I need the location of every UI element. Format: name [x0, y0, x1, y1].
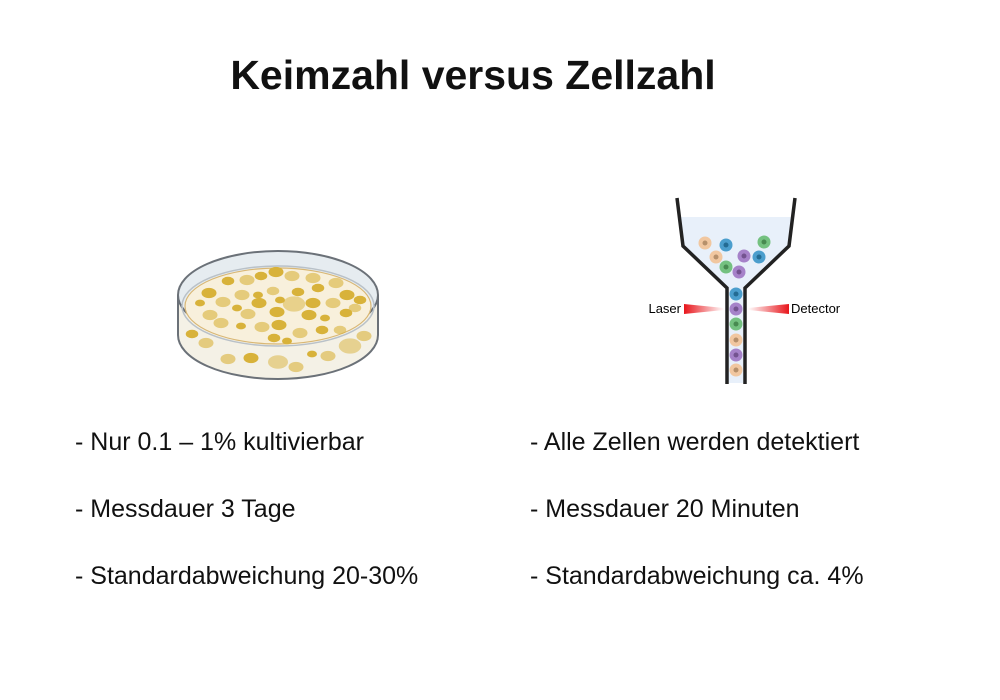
colony — [292, 327, 308, 339]
colony — [320, 314, 330, 322]
flow-cytometer-icon: Laser Detector — [648, 197, 841, 384]
colony — [305, 297, 321, 309]
colony — [198, 337, 214, 349]
petri-dish-icon — [177, 250, 379, 380]
cell-nucleus — [733, 306, 739, 312]
colony — [253, 291, 263, 299]
colony — [333, 325, 347, 335]
colony — [311, 283, 325, 293]
colony — [282, 337, 292, 345]
cell-nucleus — [723, 264, 729, 270]
colony — [288, 361, 304, 373]
colony — [339, 289, 355, 301]
colony — [315, 325, 329, 335]
cell-nucleus — [702, 240, 708, 246]
left-bullet-2: - Messdauer 3 Tage — [75, 495, 296, 523]
colony — [267, 333, 281, 343]
colony — [282, 296, 306, 312]
cell-nucleus — [761, 239, 767, 245]
cell-nucleus — [733, 352, 739, 358]
colony — [266, 286, 280, 296]
colony — [232, 304, 242, 312]
colony — [338, 338, 362, 354]
right-bullet-1: - Alle Zellen werden detektiert — [530, 428, 860, 456]
colony — [348, 303, 362, 313]
cell-nucleus — [733, 291, 739, 297]
colony — [239, 274, 255, 286]
colony — [221, 276, 235, 286]
cell-nucleus — [756, 254, 762, 260]
colony — [215, 296, 231, 308]
colony — [339, 308, 353, 318]
colony — [353, 295, 367, 305]
colony — [284, 270, 300, 282]
colony — [201, 287, 217, 299]
page-title: Keimzahl versus Zellzahl — [230, 52, 716, 98]
colony — [301, 309, 317, 321]
colony — [220, 353, 236, 365]
colony — [195, 299, 205, 307]
colony — [356, 330, 372, 342]
cell-nucleus — [713, 254, 719, 260]
colony — [291, 287, 305, 297]
colony — [325, 297, 341, 309]
colony — [275, 296, 285, 304]
right-bullet-3: - Standardabweichung ca. 4% — [530, 562, 864, 590]
laser-beam-icon — [684, 304, 724, 314]
colony — [269, 306, 285, 318]
colony — [254, 321, 270, 333]
colony — [307, 350, 317, 358]
colony — [185, 329, 199, 339]
cell-nucleus — [741, 253, 747, 259]
colony — [236, 322, 246, 330]
left-bullet-3: - Standardabweichung 20-30% — [75, 562, 419, 590]
colony — [213, 317, 229, 329]
cell-nucleus — [733, 367, 739, 373]
cell-nucleus — [733, 337, 739, 343]
left-bullet-1: - Nur 0.1 – 1% kultivierbar — [75, 428, 365, 456]
colony — [243, 352, 259, 364]
colony — [328, 277, 344, 289]
cell-nucleus — [736, 269, 742, 275]
cell-nucleus — [733, 321, 739, 327]
cell-nucleus — [723, 242, 729, 248]
detector-beam-icon — [748, 304, 789, 314]
colony — [251, 297, 267, 309]
colony — [234, 289, 250, 301]
detector-label: Detector — [791, 301, 841, 316]
colony — [271, 319, 287, 331]
colony — [240, 308, 256, 320]
right-bullet-2: - Messdauer 20 Minuten — [530, 495, 800, 523]
colony — [305, 272, 321, 284]
colony — [268, 266, 284, 278]
laser-label: Laser — [648, 301, 681, 316]
colony — [268, 355, 288, 369]
colony — [320, 350, 336, 362]
colony — [202, 309, 218, 321]
colony — [254, 271, 268, 281]
